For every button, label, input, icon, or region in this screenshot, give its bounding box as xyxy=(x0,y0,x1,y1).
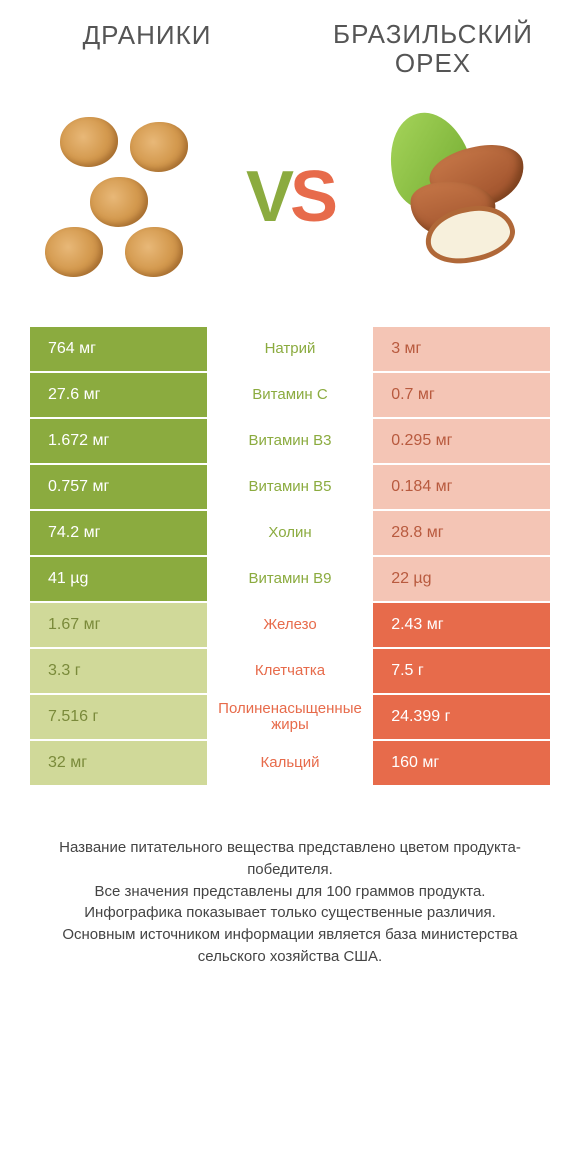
vs-s: S xyxy=(290,157,334,237)
table-row: 32 мгКальций160 мг xyxy=(30,741,550,787)
header: ДРАНИКИ БРАЗИЛЬСКИЙ ОРЕХ xyxy=(30,20,550,77)
table-row: 1.672 мгВитамин B30.295 мг xyxy=(30,419,550,465)
nutrient-label: Полиненасыщенные жиры xyxy=(207,695,373,739)
footer-notes: Название питательного вещества представл… xyxy=(30,837,550,968)
footer-line: Основным источником информации является … xyxy=(40,924,540,968)
nutrient-label: Кальций xyxy=(207,741,373,785)
footer-line: Название питательного вещества представл… xyxy=(40,837,540,881)
value-left: 764 мг xyxy=(30,327,207,371)
value-left: 1.672 мг xyxy=(30,419,207,463)
table-row: 41 µgВитамин B922 µg xyxy=(30,557,550,603)
title-right: БРАЗИЛЬСКИЙ ОРЕХ xyxy=(316,20,550,77)
value-right: 22 µg xyxy=(373,557,550,601)
nutrient-label: Витамин B3 xyxy=(207,419,373,463)
brazil-nut-illustration xyxy=(370,107,550,287)
value-left: 3.3 г xyxy=(30,649,207,693)
nutrient-label: Витамин B5 xyxy=(207,465,373,509)
value-left: 0.757 мг xyxy=(30,465,207,509)
value-right: 0.295 мг xyxy=(373,419,550,463)
nutrient-label: Витамин B9 xyxy=(207,557,373,601)
value-left: 7.516 г xyxy=(30,695,207,739)
footer-line: Инфографика показывает только существенн… xyxy=(40,902,540,924)
table-row: 0.757 мгВитамин B50.184 мг xyxy=(30,465,550,511)
nutrient-label: Натрий xyxy=(207,327,373,371)
nutrient-label: Клетчатка xyxy=(207,649,373,693)
value-right: 24.399 г xyxy=(373,695,550,739)
value-left: 27.6 мг xyxy=(30,373,207,417)
value-left: 32 мг xyxy=(30,741,207,785)
value-right: 2.43 мг xyxy=(373,603,550,647)
value-right: 0.184 мг xyxy=(373,465,550,509)
value-left: 1.67 мг xyxy=(30,603,207,647)
value-right: 160 мг xyxy=(373,741,550,785)
table-row: 7.516 гПолиненасыщенные жиры24.399 г xyxy=(30,695,550,741)
nutrient-label: Железо xyxy=(207,603,373,647)
nutrient-label: Холин xyxy=(207,511,373,555)
title-left: ДРАНИКИ xyxy=(30,20,264,51)
table-row: 74.2 мгХолин28.8 мг xyxy=(30,511,550,557)
nutrient-label: Витамин C xyxy=(207,373,373,417)
value-right: 0.7 мг xyxy=(373,373,550,417)
table-row: 27.6 мгВитамин C0.7 мг xyxy=(30,373,550,419)
vs-label: VS xyxy=(246,156,334,238)
footer-line: Все значения представлены для 100 граммо… xyxy=(40,881,540,903)
draniki-illustration xyxy=(30,107,210,287)
value-right: 7.5 г xyxy=(373,649,550,693)
table-row: 1.67 мгЖелезо2.43 мг xyxy=(30,603,550,649)
value-right: 28.8 мг xyxy=(373,511,550,555)
table-row: 764 мгНатрий3 мг xyxy=(30,327,550,373)
value-right: 3 мг xyxy=(373,327,550,371)
vs-v: V xyxy=(246,157,290,237)
nutrition-table: 764 мгНатрий3 мг27.6 мгВитамин C0.7 мг1.… xyxy=(30,327,550,787)
table-row: 3.3 гКлетчатка7.5 г xyxy=(30,649,550,695)
value-left: 41 µg xyxy=(30,557,207,601)
images-row: VS xyxy=(30,97,550,297)
value-left: 74.2 мг xyxy=(30,511,207,555)
